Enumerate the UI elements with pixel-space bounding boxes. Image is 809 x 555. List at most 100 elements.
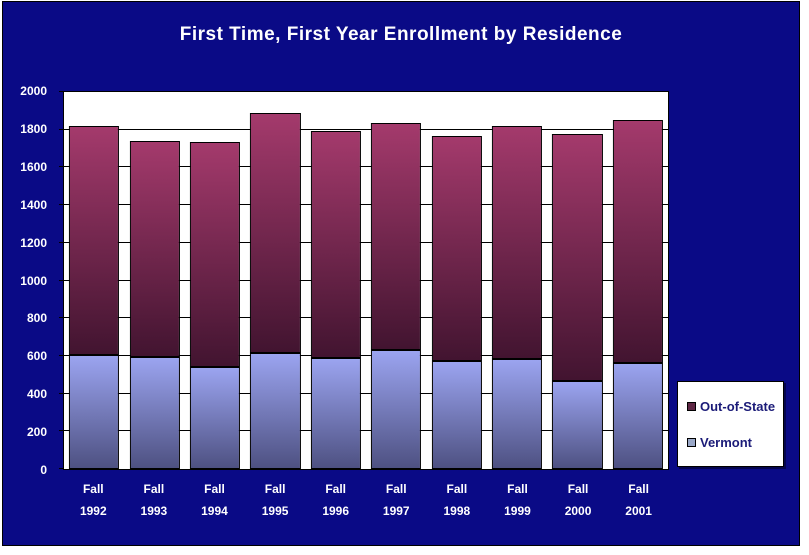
x-label-line1: Fall: [628, 482, 649, 496]
x-label-1996: Fall 1996: [305, 478, 366, 522]
x-label-line2: 1999: [504, 504, 531, 518]
legend-entry-out-of-state: Out-of-State: [687, 399, 783, 414]
y-tick-1800: [59, 128, 64, 130]
x-label-line1: Fall: [143, 482, 165, 496]
y-tick-0: [59, 468, 64, 469]
x-label-line2: 1995: [261, 504, 289, 518]
y-tick-label-400: 400: [26, 387, 47, 402]
bar-segment-vermont-1995: [250, 353, 301, 469]
bar-fall-1998: [426, 92, 486, 469]
bar-segment-vermont-1993: [129, 356, 180, 469]
x-label-1992: Fall 1992: [63, 478, 124, 522]
x-label-line2: 2001: [625, 504, 652, 518]
legend-label-out-of-state: Out-of-State: [700, 398, 776, 414]
y-tick-label-1400: 1400: [20, 197, 47, 212]
y-tick-label-1600: 1600: [20, 159, 47, 174]
y-tick-1000: [59, 279, 64, 281]
bar-segment-out-of-state-1994: [189, 141, 241, 368]
bar-segment-out-of-state-1992: [69, 125, 120, 355]
x-label-line2: 1992: [79, 504, 107, 518]
x-label-line2: 1994: [201, 504, 228, 518]
y-tick-800: [59, 317, 64, 319]
chart-title: First Time, First Year Enrollment by Res…: [179, 24, 623, 45]
x-label-1997: Fall 1997: [366, 478, 427, 522]
chart-frame: First Time, First Year Enrollment by Res…: [2, 1, 800, 546]
bar-fall-1999: [487, 92, 547, 469]
gridline-1800: [64, 128, 668, 130]
x-label-line1: Fall: [385, 482, 407, 496]
gridline-1400: [64, 204, 668, 206]
gridline-1600: [64, 166, 668, 168]
gridline-600: [64, 354, 668, 356]
plot-area: [59, 91, 669, 470]
bar-segment-out-of-state-1995: [250, 112, 301, 354]
x-label-line1: Fall: [446, 482, 468, 496]
bar-segment-out-of-state-1998: [431, 136, 482, 361]
bar-fall-1992: [64, 92, 124, 469]
y-tick-2000: [59, 91, 64, 92]
gridline-200: [64, 430, 668, 432]
bar-segment-vermont-1992: [69, 354, 120, 469]
bar-segment-out-of-state-1999: [491, 125, 543, 359]
bar-fall-1993: [124, 92, 184, 469]
bar-segment-out-of-state-2001: [612, 120, 663, 364]
x-label-line1: Fall: [264, 482, 286, 496]
x-label-1995: Fall 1995: [245, 478, 306, 522]
legend-label-vermont: Vermont: [700, 434, 753, 450]
bar-fall-1997: [366, 92, 426, 469]
x-label-1993: Fall 1993: [124, 478, 185, 522]
y-tick-600: [59, 354, 64, 356]
x-label-line1: Fall: [325, 482, 346, 496]
y-tick-1400: [59, 204, 64, 206]
y-tick-label-1000: 1000: [20, 273, 47, 288]
x-label-line2: 1998: [443, 504, 471, 518]
x-label-1999: Fall 1999: [487, 478, 548, 522]
x-axis: Fall 1992 Fall 1993 Fall 1994 Fall 1995 Fall 1996…: [63, 478, 669, 522]
x-label-line1: Fall: [507, 482, 528, 496]
y-tick-400: [59, 392, 64, 394]
bar-fall-1994: [185, 92, 245, 469]
y-tick-label-600: 600: [26, 349, 47, 364]
y-tick-label-200: 200: [26, 425, 47, 440]
bar-fall-1995: [245, 92, 305, 469]
x-label-2000: Fall 2000: [548, 478, 609, 522]
bar-segment-vermont-1998: [431, 360, 482, 469]
y-axis: 0 200 400 600 800 1000 1200 1400 1600 1800 2000: [3, 84, 55, 477]
bar-segment-out-of-state-1993: [129, 141, 180, 357]
y-tick-label-1200: 1200: [20, 235, 47, 250]
bar-segment-out-of-state-1996: [310, 130, 361, 358]
gridline-800: [64, 317, 668, 319]
gridline-400: [64, 392, 668, 394]
x-label-line1: Fall: [567, 482, 589, 496]
y-tick-200: [59, 430, 64, 432]
bar-segment-vermont-1997: [371, 350, 422, 469]
bar-fall-2000: [547, 92, 607, 469]
bar-segment-vermont-2001: [612, 363, 663, 469]
bar-segment-out-of-state-1997: [371, 123, 422, 351]
y-tick-label-800: 800: [26, 311, 47, 326]
legend-swatch-vermont: [687, 437, 696, 447]
y-tick-label-2000: 2000: [20, 84, 47, 98]
gridline-1200: [64, 241, 668, 243]
y-tick-label-1800: 1800: [20, 121, 47, 136]
x-label-line2: 2000: [564, 504, 592, 518]
bar-segment-out-of-state-2000: [552, 134, 603, 382]
bar-fall-1996: [306, 92, 366, 469]
x-label-line2: 1997: [382, 504, 410, 518]
gridline-1000: [64, 279, 668, 281]
y-tick-1200: [59, 241, 64, 243]
y-tick-label-0: 0: [40, 463, 47, 477]
x-label-line1: Fall: [204, 482, 225, 496]
bar-fall-2001: [608, 92, 668, 469]
x-label-line1: Fall: [82, 482, 104, 496]
x-label-1994: Fall 1994: [184, 478, 245, 522]
legend-swatch-out-of-state: [687, 401, 696, 411]
legend: Out-of-State Vermont: [677, 381, 784, 467]
bar-segment-vermont-1994: [189, 367, 241, 469]
x-label-line2: 1996: [322, 504, 350, 518]
legend-entry-vermont: Vermont: [687, 435, 783, 450]
bar-segment-vermont-1999: [491, 358, 543, 469]
x-label-2001: Fall 2001: [608, 478, 669, 522]
y-tick-1600: [59, 166, 64, 168]
